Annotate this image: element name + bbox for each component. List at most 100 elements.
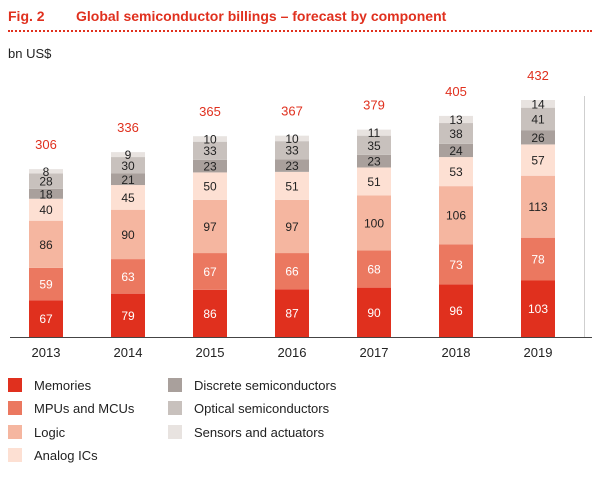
chart-legend: Memories MPUs and MCUs Logic Analog ICs Disc… bbox=[0, 372, 600, 492]
segment-value-label: 103 bbox=[528, 302, 548, 316]
bar-segment bbox=[439, 143, 473, 158]
segment-value-label: 33 bbox=[285, 144, 299, 158]
segment-value-label: 67 bbox=[39, 312, 53, 326]
segment-value-label: 23 bbox=[203, 160, 217, 174]
bar-segment bbox=[439, 244, 473, 285]
segment-value-label: 96 bbox=[449, 304, 463, 318]
bar-segment bbox=[29, 173, 63, 189]
bar-segment bbox=[521, 107, 555, 131]
bar-segment bbox=[439, 157, 473, 187]
legend-item: MPUs and MCUs bbox=[8, 399, 134, 417]
legend-label: Discrete semiconductors bbox=[194, 377, 337, 393]
segment-value-label: 86 bbox=[203, 307, 217, 321]
bar-total-label: 379 bbox=[363, 98, 385, 113]
segment-value-label: 35 bbox=[367, 139, 381, 153]
x-tick-label: 2014 bbox=[114, 345, 143, 360]
segment-value-label: 59 bbox=[39, 278, 53, 292]
bar-segment bbox=[439, 186, 473, 245]
segment-value-label: 33 bbox=[203, 144, 217, 158]
segment-value-label: 53 bbox=[449, 165, 463, 179]
header-divider bbox=[8, 30, 592, 32]
bar-segment bbox=[521, 175, 555, 238]
segment-value-label: 38 bbox=[449, 127, 463, 141]
bar-segment bbox=[521, 237, 555, 281]
segment-value-label: 18 bbox=[39, 187, 53, 201]
segment-value-label: 113 bbox=[528, 200, 547, 214]
segment-value-label: 97 bbox=[285, 220, 299, 234]
figure-header: Fig. 2 Global semiconductor billings – f… bbox=[8, 0, 592, 32]
legend-item: Optical semiconductors bbox=[168, 399, 329, 417]
segment-value-label: 9 bbox=[125, 148, 132, 162]
segment-value-label: 97 bbox=[203, 220, 217, 234]
y-axis-unit-label: bn US$ bbox=[8, 46, 52, 61]
segment-value-label: 26 bbox=[531, 131, 545, 145]
segment-value-label: 66 bbox=[285, 265, 299, 279]
legend-label: Optical semiconductors bbox=[194, 400, 330, 416]
segment-value-label: 28 bbox=[39, 175, 53, 189]
bar-segment bbox=[521, 130, 555, 145]
x-tick-label: 2019 bbox=[524, 345, 553, 360]
bar-segment bbox=[111, 173, 145, 186]
segment-value-label: 13 bbox=[449, 113, 463, 127]
figure-title: Global semiconductor billings – forecast… bbox=[76, 8, 447, 24]
bar-segment bbox=[357, 250, 391, 288]
bar-segment bbox=[439, 115, 473, 124]
legend-swatch bbox=[168, 425, 182, 439]
bar-segment bbox=[439, 123, 473, 144]
bar-total-label: 336 bbox=[117, 120, 139, 135]
legend-swatch bbox=[8, 401, 22, 415]
bar-segment bbox=[193, 159, 227, 173]
segment-value-label: 40 bbox=[39, 203, 53, 217]
segment-value-label: 14 bbox=[531, 97, 545, 111]
legend-swatch bbox=[168, 401, 182, 415]
bar-segment bbox=[275, 135, 309, 142]
bar-segment bbox=[521, 144, 555, 176]
segment-value-label: 51 bbox=[285, 179, 299, 193]
bar-segment bbox=[275, 171, 309, 200]
bar-segment bbox=[357, 129, 391, 136]
x-tick-label: 2015 bbox=[196, 345, 225, 360]
bar-total-label: 306 bbox=[35, 137, 57, 152]
legend-item: Analog ICs bbox=[8, 446, 98, 464]
segment-value-label: 67 bbox=[203, 265, 217, 279]
segment-value-label: 24 bbox=[449, 144, 463, 158]
bar-segment bbox=[357, 287, 391, 337]
legend-label: Memories bbox=[34, 377, 92, 393]
bar-segment bbox=[275, 159, 309, 172]
bar-total-label: 432 bbox=[527, 68, 549, 83]
bar-segment bbox=[111, 209, 145, 260]
segment-value-label: 23 bbox=[367, 155, 381, 169]
x-tick-label: 2017 bbox=[360, 345, 389, 360]
bar-segment bbox=[193, 289, 227, 337]
segment-value-label: 90 bbox=[367, 306, 381, 320]
segment-value-label: 100 bbox=[364, 216, 384, 230]
bar-segment bbox=[193, 141, 227, 160]
bar-segment bbox=[521, 280, 555, 337]
x-tick-label: 2018 bbox=[442, 345, 471, 360]
figure-number: Fig. 2 bbox=[8, 8, 45, 24]
bar-segment bbox=[193, 199, 227, 254]
bar-segment bbox=[111, 185, 145, 210]
bar-segment bbox=[357, 195, 391, 251]
legend-item: Memories bbox=[8, 376, 91, 394]
bar-segment bbox=[357, 135, 391, 155]
segment-value-label: 10 bbox=[285, 132, 299, 146]
bar-segment bbox=[29, 188, 63, 199]
segment-value-label: 45 bbox=[121, 191, 135, 205]
segment-value-label: 78 bbox=[531, 253, 545, 267]
segment-value-label: 11 bbox=[368, 126, 381, 140]
segment-value-label: 8 bbox=[43, 165, 50, 179]
legend-swatch bbox=[8, 448, 22, 462]
bar-segment bbox=[439, 284, 473, 337]
bar-total-label: 365 bbox=[199, 104, 221, 119]
segment-value-label: 68 bbox=[367, 262, 381, 276]
bar-total-label: 367 bbox=[281, 104, 303, 119]
bar-segment bbox=[275, 141, 309, 160]
segment-value-label: 106 bbox=[446, 209, 466, 223]
bar-segment bbox=[29, 300, 63, 337]
segment-value-label: 79 bbox=[121, 309, 135, 323]
bar-segment bbox=[275, 253, 309, 290]
segment-value-label: 10 bbox=[203, 132, 217, 146]
bar-segment bbox=[275, 289, 309, 337]
bar-segment bbox=[357, 167, 391, 196]
